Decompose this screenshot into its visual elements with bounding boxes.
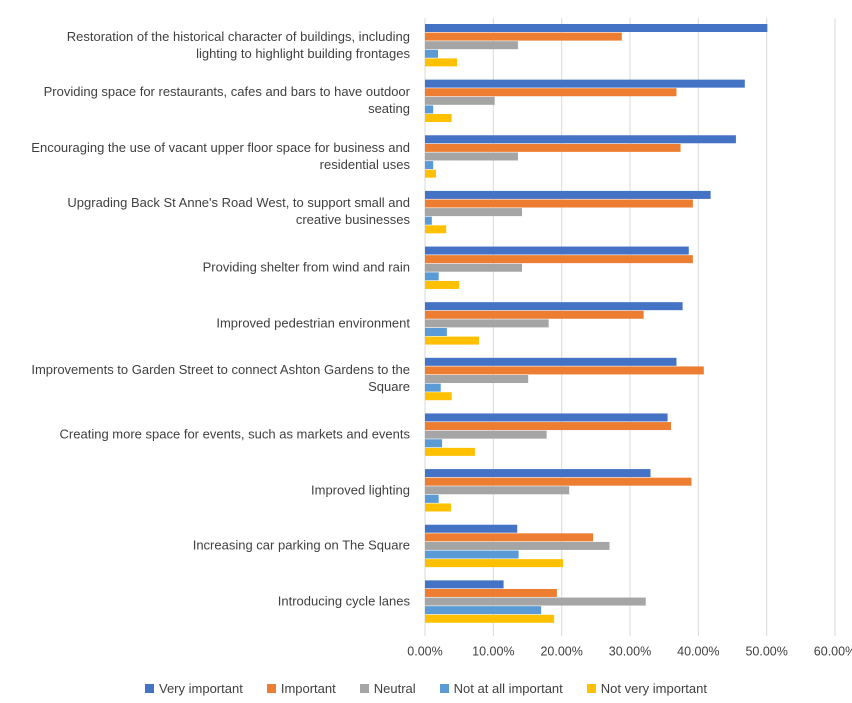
bar [425,503,451,512]
x-tick-label: 10.00% [472,644,514,658]
bar [425,96,495,105]
x-tick-label: 20.00% [540,644,582,658]
legend-item: Not at all important [439,681,563,696]
x-tick-label: 60.00% [814,644,852,658]
bar [425,190,711,199]
bar [425,88,677,97]
bar [425,319,549,328]
bar [425,469,651,478]
legend-swatch [266,684,276,693]
bar [425,272,439,281]
bar [425,524,518,533]
x-tick-label: 50.00% [745,644,787,658]
bar [425,24,768,32]
bar [425,135,736,144]
bar [425,208,523,217]
legend-label: Important [280,681,336,696]
legend-label: Not very important [600,681,707,696]
category-label: Increasing car parking on The Square [192,537,410,553]
x-tick-label: 40.00% [677,644,719,658]
bar [425,152,518,161]
legend-swatch [145,684,154,693]
category-label: Restoration of the historical character … [66,28,410,61]
bar [425,105,434,114]
bar [425,439,443,448]
bar [425,58,458,67]
bar [425,327,447,336]
category-label: Encouraging the use of vacant upper floo… [31,139,410,172]
bar [425,366,704,375]
bar [425,580,504,589]
bar [425,392,452,401]
bar [425,114,452,123]
bar [425,280,460,289]
bar [425,588,557,597]
bar [425,32,622,41]
bar [425,606,542,615]
legend-swatch [586,684,596,693]
legend-label: Neutral [373,681,416,696]
bar [425,614,555,623]
category-label: Upgrading Back St Anne's Road West, to s… [67,195,410,228]
legend-swatch [359,684,369,693]
bar [425,375,529,384]
bar [425,302,683,311]
category-label: Creating more space for events, such as … [59,426,410,442]
category-label: Introducing cycle lanes [277,593,410,609]
bar [425,263,523,272]
bar [425,422,671,431]
x-tick-label: 30.00% [609,644,651,658]
legend-swatch [439,684,449,693]
bar [425,41,518,50]
category-label: Improved lighting [311,482,410,498]
bar [425,336,479,345]
x-tick-label: 0.00% [407,644,442,658]
bar [425,413,668,422]
bar [425,541,610,550]
bar [425,79,745,88]
bar [425,357,677,366]
bar [425,225,447,234]
bar [425,533,594,542]
legend-item: Not very important [586,681,707,696]
bar [425,447,475,456]
category-label: Improved pedestrian environment [216,315,410,331]
category-label: Providing space for restaurants, cafes a… [43,84,410,117]
bar [425,559,564,568]
bar [425,494,439,503]
category-label: Providing shelter from wind and rain [202,259,410,275]
bar [425,246,689,255]
bar [425,310,644,319]
bar [425,49,438,58]
bar [425,216,432,225]
legend-item: Neutral [359,681,416,696]
bar [425,161,434,170]
bar [425,143,681,152]
bar [425,430,547,439]
legend-item: Very important [145,681,243,696]
legend: Very important Important Neutral Not at all… [0,681,852,696]
legend-label: Very important [159,681,243,696]
bar [425,486,570,495]
bar [425,169,436,178]
bar [425,550,519,559]
bar [425,255,693,264]
bar [425,199,693,208]
bar [425,597,646,606]
bar [425,477,692,486]
legend-label: Not at all important [453,681,563,696]
legend-item: Important [266,681,336,696]
bar [425,383,441,392]
category-label: Improvements to Garden Street to connect… [31,362,410,395]
